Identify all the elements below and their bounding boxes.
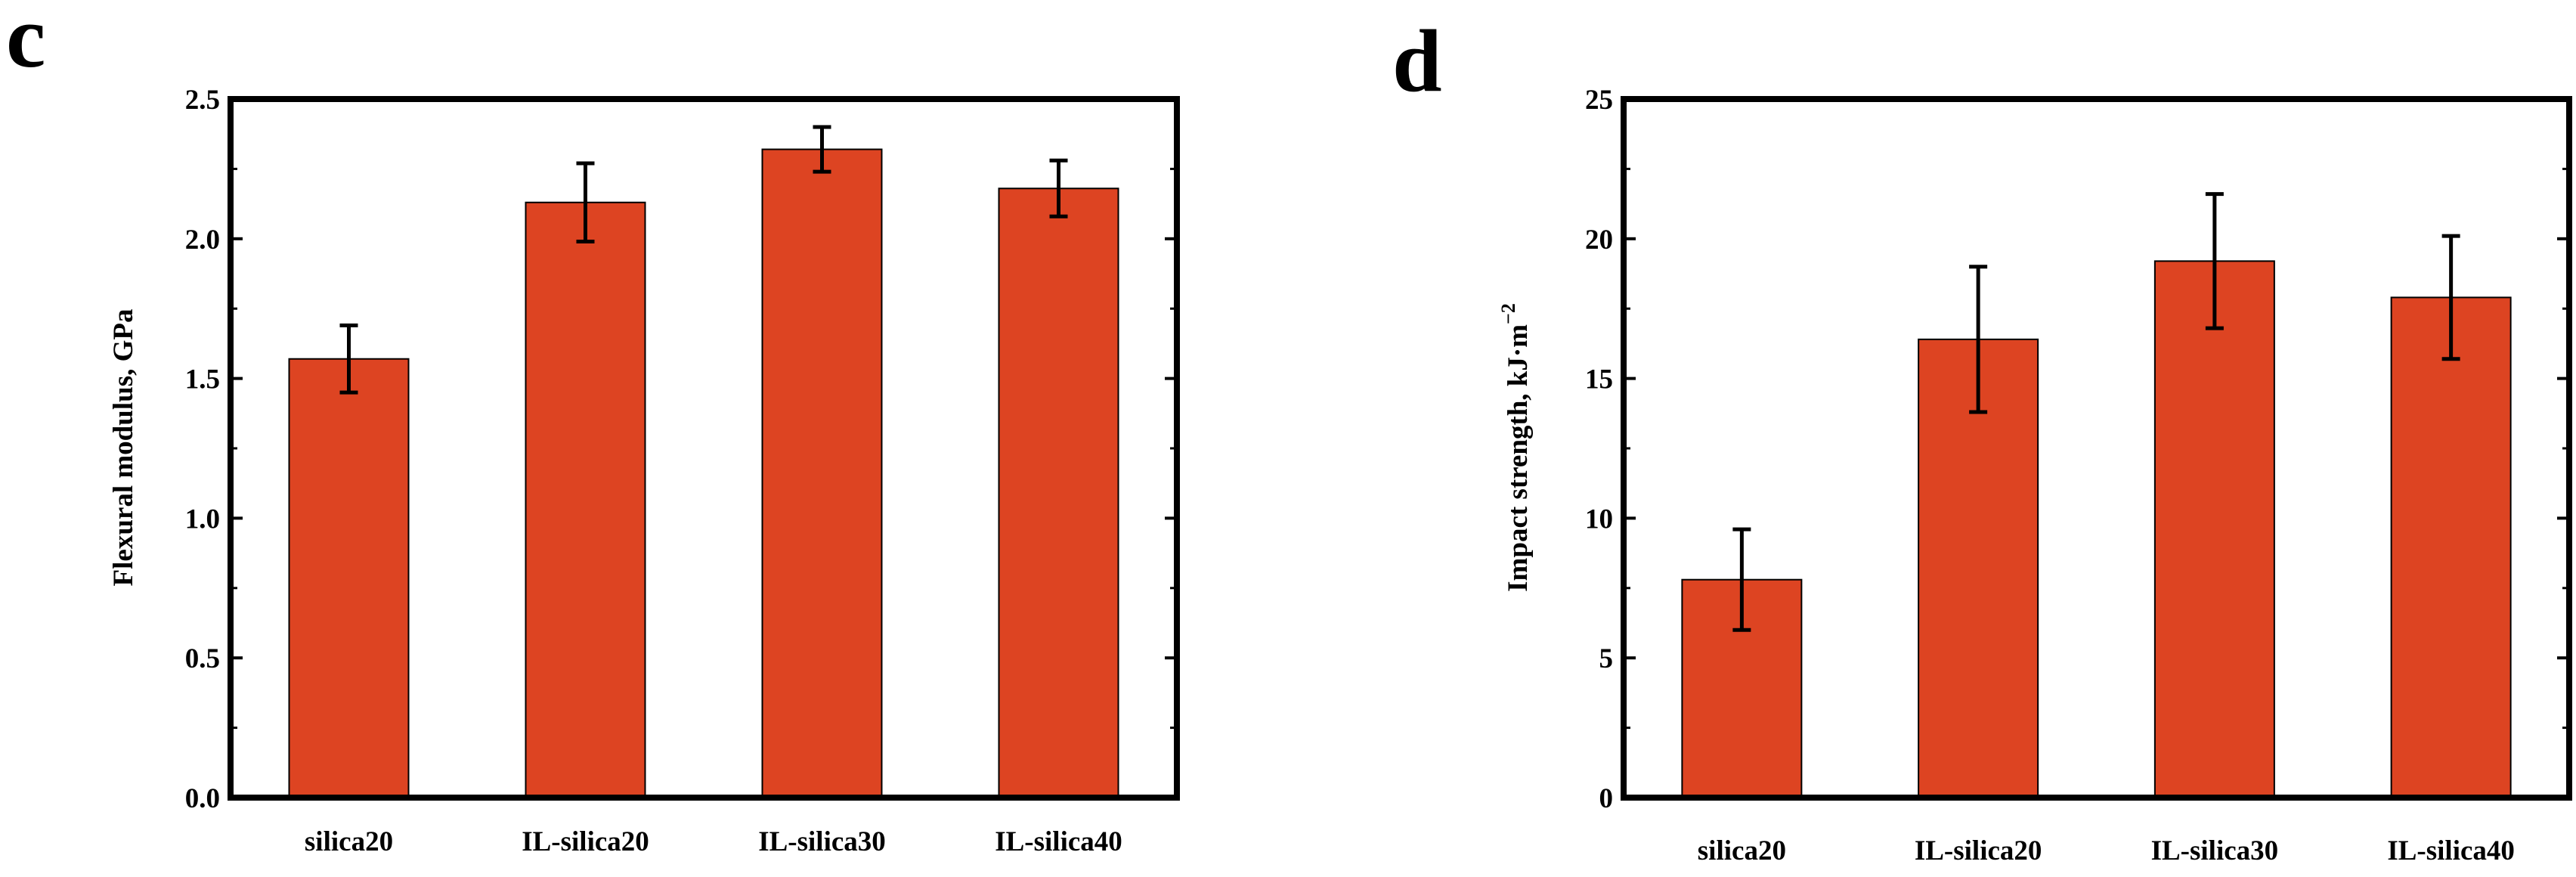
chart-panel-d: d Impact strength, kJ·m−2 silica20 IL-sil…: [1392, 11, 2572, 866]
x-tick-label: IL-silica40: [2387, 835, 2515, 866]
x-tick-label: silica20: [1698, 835, 1786, 866]
plot-frame: [1621, 96, 2572, 801]
x-tick-label: IL-silica20: [522, 826, 649, 857]
bar-IL-silica40: [2390, 296, 2512, 798]
y-tick-label: 0.5: [185, 643, 220, 674]
y-tick-label: 10: [1585, 504, 1613, 535]
y-tick-label: 1.0: [185, 504, 220, 535]
panel-label: c: [6, 0, 45, 86]
chart-panel-c: c Flexural modulus, GPa silica20 IL-silic…: [6, 0, 1180, 857]
y-tick-label: 2.5: [185, 85, 220, 116]
y-tick-label: 20: [1585, 225, 1613, 256]
panel-label: d: [1392, 11, 1442, 110]
y-axis-title-text: Impact strength, kJ·m: [1503, 324, 1534, 592]
bar-IL-silica30: [761, 148, 883, 798]
y-tick-label: 1.5: [185, 364, 220, 395]
bar-silica20: [288, 358, 410, 798]
x-tick-label: IL-silica20: [1915, 835, 2042, 866]
y-axis-title-superscript: −2: [1497, 303, 1519, 324]
y-tick-label: 25: [1585, 85, 1613, 116]
x-tick-label: IL-silica30: [2151, 835, 2279, 866]
y-axis-title: Impact strength, kJ·m−2: [1497, 303, 1534, 592]
y-axis-title-text: Flexural modulus, GPa: [108, 309, 139, 587]
x-tick-label: IL-silica40: [995, 826, 1122, 857]
y-tick-label: 0.0: [185, 783, 220, 814]
y-axis-title: Flexural modulus, GPa: [108, 309, 139, 587]
x-tick-label: IL-silica30: [758, 826, 886, 857]
y-tick-label: 5: [1599, 643, 1614, 674]
plot-frame: [228, 96, 1180, 801]
bar-IL-silica40: [998, 187, 1119, 799]
plot-area: silica20 IL-silica20 IL-silica30 IL-silica4…: [185, 85, 1180, 857]
y-tick-label: 15: [1585, 364, 1613, 395]
y-tick-label: 2.0: [185, 225, 220, 256]
bar-IL-silica20: [525, 201, 646, 798]
bar-IL-silica30: [2153, 260, 2275, 799]
x-tick-label: silica20: [305, 826, 393, 857]
plot-area: silica20 IL-silica20 IL-silica30 IL-silica4…: [1585, 85, 2572, 866]
y-tick-label: 0: [1599, 783, 1614, 814]
